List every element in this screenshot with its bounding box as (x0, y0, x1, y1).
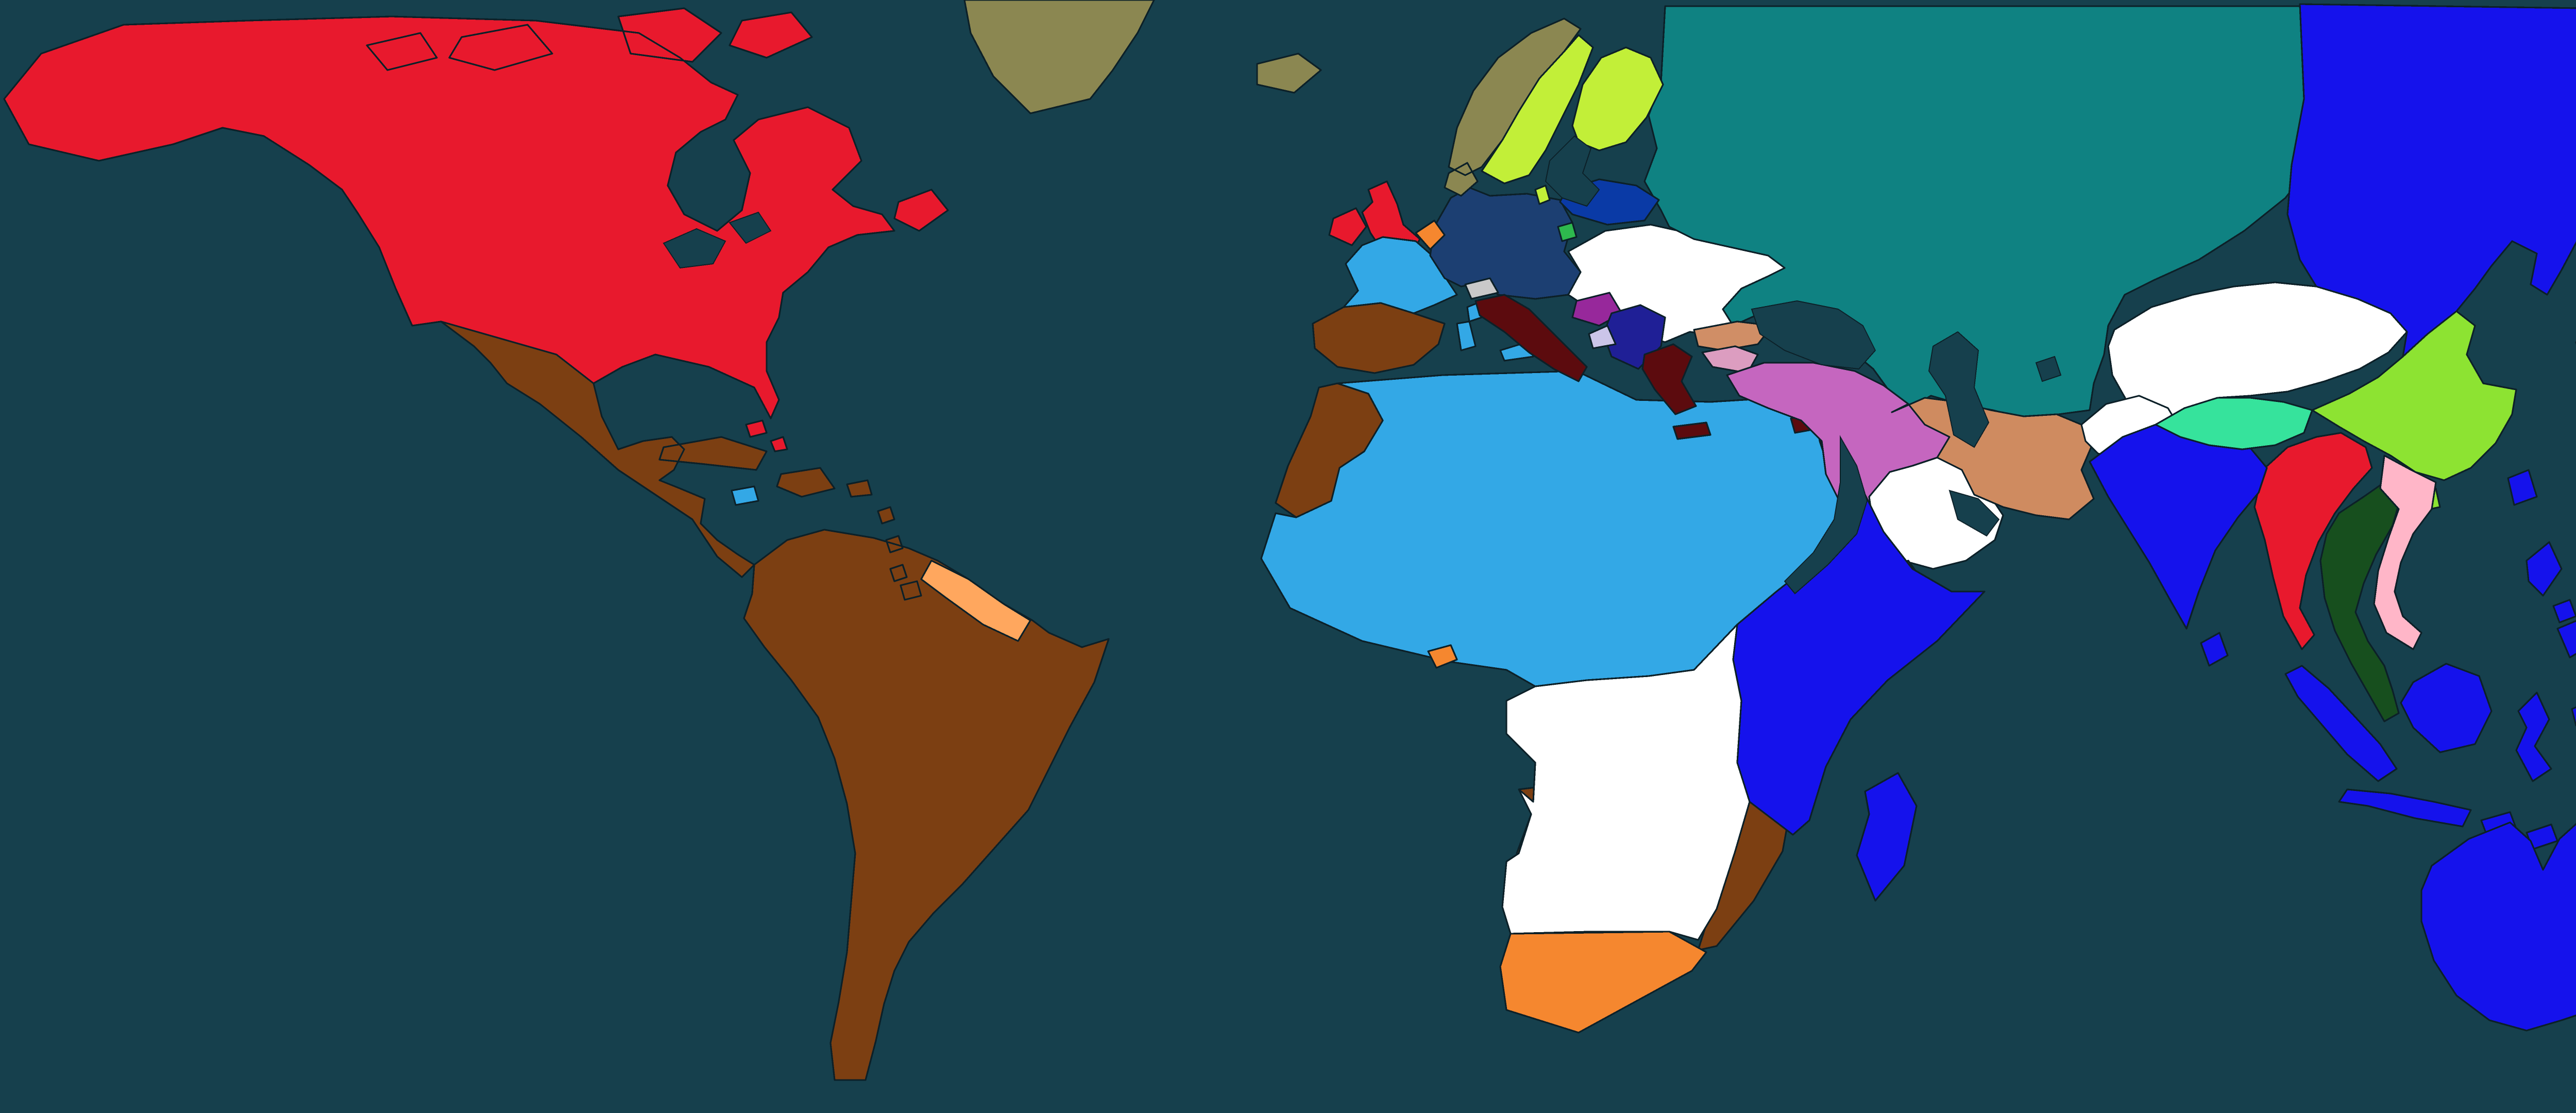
country-blue-northeast-asia[interactable] (2286, 3, 2576, 506)
country-mint-tibet[interactable] (2155, 397, 2313, 450)
country-guiana[interactable] (920, 560, 1031, 642)
great-lakes (663, 211, 772, 269)
baltic-sea (1545, 135, 1600, 207)
persian-gulf (1948, 490, 2000, 537)
country-maroon-italy-greece[interactable] (1475, 294, 1843, 473)
country-tan-persia[interactable] (1891, 397, 2095, 520)
country-orange-netherlands[interactable] (1415, 220, 1707, 1034)
black-sea (1751, 300, 1876, 370)
country-salmon-thrace[interactable] (1701, 345, 1759, 374)
caspian-sea (1928, 331, 1990, 448)
country-green-enclave[interactable] (1557, 222, 1578, 242)
country-gray-switzerland[interactable] (1464, 277, 1499, 300)
country-navy-germany[interactable] (1429, 187, 1582, 300)
country-blue-australia[interactable] (2420, 816, 2576, 1082)
country-yellowgreen-sweden-finland[interactable] (1481, 34, 1664, 205)
country-lavender-montenegro[interactable] (1588, 325, 1617, 349)
aral-sea (2035, 356, 2062, 382)
country-olive-denmark-norway[interactable] (963, 0, 1582, 197)
country-pink-vietnam[interactable] (2373, 454, 2437, 650)
country-tan-bulgaria[interactable] (1693, 321, 1773, 351)
red-sea (1784, 435, 1868, 595)
